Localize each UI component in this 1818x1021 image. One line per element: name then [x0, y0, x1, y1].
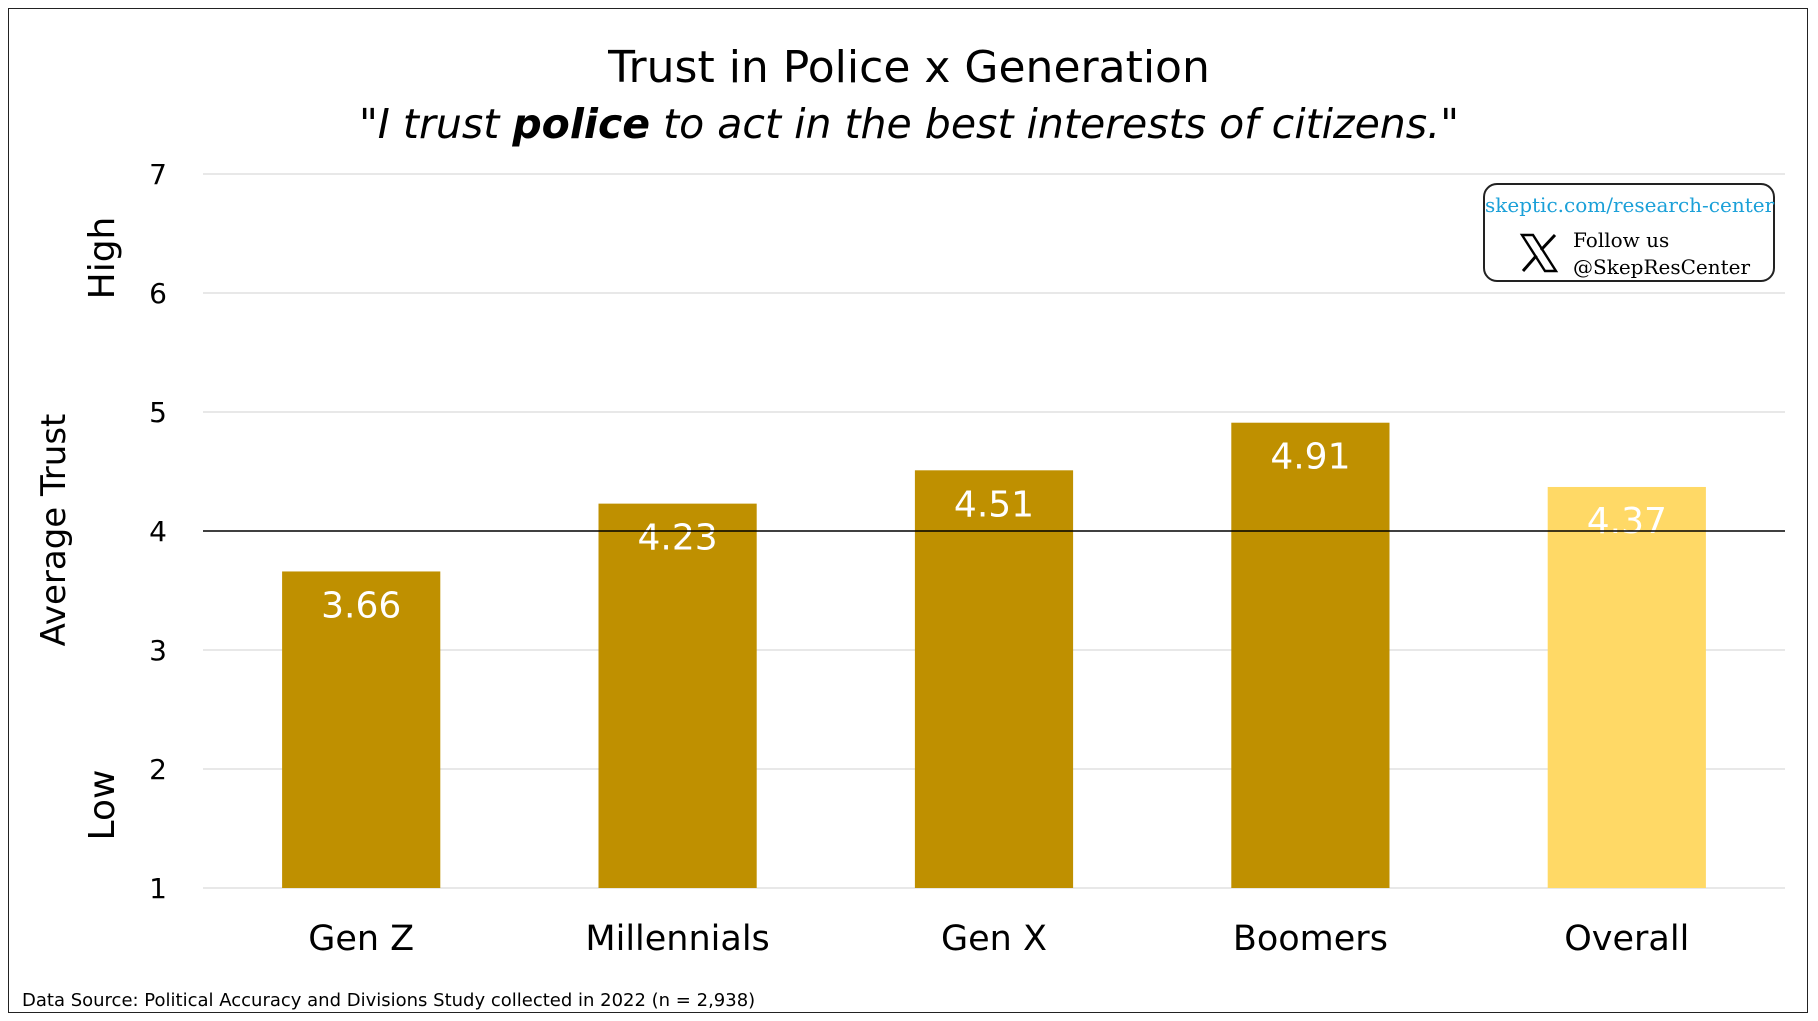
y-axis-low-label: Low — [82, 770, 123, 841]
bar — [282, 571, 441, 888]
y-tick-label: 4 — [149, 515, 167, 548]
x-category-label: Gen X — [941, 919, 1047, 959]
y-tick-label: 5 — [149, 396, 167, 429]
follow-us-box: skeptic.com/research-center Follow us @S… — [1483, 183, 1775, 282]
bar-value-label: 4.51 — [954, 484, 1034, 525]
y-axis-title: Average Trust — [34, 414, 74, 647]
bar — [914, 470, 1074, 888]
y-tick-label: 2 — [149, 753, 167, 786]
chart-title: Trust in Police x Generation — [608, 42, 1210, 93]
bar-value-label: 4.23 — [638, 518, 718, 559]
subtitle-emphasis: police — [512, 100, 651, 148]
x-category-label: Gen Z — [308, 919, 414, 959]
x-logo-icon — [1519, 233, 1559, 273]
bar — [1231, 422, 1390, 888]
y-tick-label: 6 — [149, 277, 167, 310]
subtitle-after: to act in the best interests of citizens… — [650, 100, 1460, 148]
bar-value-label: 3.66 — [321, 585, 401, 626]
subtitle-before: "I trust — [358, 100, 513, 148]
y-tick-label: 7 — [149, 158, 167, 191]
follow-text: Follow us @SkepResCenter — [1573, 227, 1750, 281]
y-axis-high-label: High — [82, 217, 123, 300]
y-tick-label: 1 — [149, 872, 167, 905]
research-center-link[interactable]: skeptic.com/research-center — [1485, 193, 1775, 217]
y-tick-label: 3 — [149, 634, 167, 667]
x-category-label: Millennials — [585, 919, 769, 959]
bar-value-label: 4.91 — [1270, 437, 1350, 478]
x-category-label: Overall — [1564, 919, 1689, 959]
data-source-note: Data Source: Political Accuracy and Divi… — [22, 990, 756, 1011]
twitter-handle[interactable]: @SkepResCenter — [1573, 255, 1751, 279]
x-category-label: Boomers — [1233, 919, 1388, 959]
chart-subtitle: "I trust police to act in the best inter… — [0, 100, 1818, 148]
follow-line-1: Follow us — [1573, 228, 1670, 252]
bar-value-label: 4.37 — [1587, 501, 1667, 542]
bar — [598, 503, 757, 888]
bar — [1547, 486, 1706, 888]
